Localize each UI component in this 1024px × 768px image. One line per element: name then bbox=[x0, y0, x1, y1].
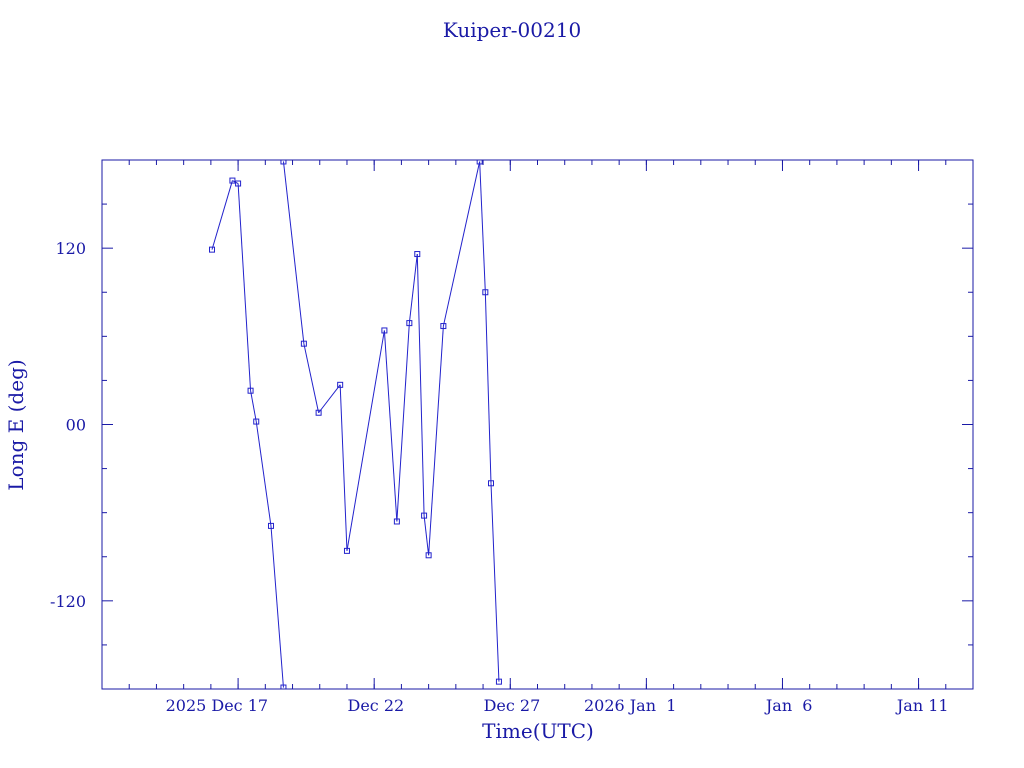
data-point bbox=[476, 160, 483, 165]
data-point bbox=[343, 547, 350, 554]
series-line-segment bbox=[339, 384, 348, 551]
x-axis-ticks: 2025 Dec 17 Dec 22 Dec 27 2026 Jan 1 Jan 6 Ja… bbox=[128, 160, 949, 715]
x-tick-label: Jan 6 bbox=[764, 696, 813, 715]
series-line-segment bbox=[282, 161, 305, 344]
series-line-segment bbox=[423, 515, 430, 556]
x-tick-label: 2026 Jan 1 bbox=[584, 696, 676, 715]
data-point bbox=[253, 418, 260, 425]
data-point bbox=[280, 160, 287, 165]
series-line-segment bbox=[490, 483, 500, 682]
data-point bbox=[495, 678, 502, 685]
plot-content bbox=[209, 160, 502, 689]
data-point bbox=[280, 684, 287, 689]
series-line-segment bbox=[303, 343, 320, 413]
data-point bbox=[300, 340, 307, 347]
y-tick-label: -120 bbox=[50, 592, 86, 611]
data-point bbox=[229, 177, 236, 184]
data-point bbox=[406, 320, 413, 327]
data-point bbox=[414, 251, 421, 258]
series-line-segment bbox=[237, 183, 252, 391]
data-point bbox=[440, 323, 447, 330]
series-line-segment bbox=[408, 253, 418, 324]
x-tick-label: 2025 Dec 17 bbox=[166, 696, 269, 715]
data-point bbox=[425, 552, 432, 559]
data-point bbox=[209, 246, 216, 253]
series-line-segment bbox=[383, 330, 398, 522]
y-axis-ticks: 120 00 -120 bbox=[50, 203, 973, 646]
y-tick-label: 00 bbox=[66, 416, 86, 435]
series-line-segment bbox=[211, 180, 233, 250]
data-point bbox=[315, 409, 322, 416]
data-point bbox=[393, 518, 400, 525]
x-tick-label: Dec 22 bbox=[347, 696, 404, 715]
series-line-segment bbox=[428, 326, 444, 556]
data-point bbox=[488, 480, 495, 487]
x-tick-label: Jan 11 bbox=[895, 696, 949, 715]
series-line-segment bbox=[479, 161, 486, 293]
chart-title: Kuiper-00210 bbox=[443, 18, 581, 42]
series-line-segment bbox=[250, 390, 257, 422]
series-line-segment bbox=[442, 161, 481, 327]
series-line-segment bbox=[318, 384, 341, 414]
data-point bbox=[337, 381, 344, 388]
data-point bbox=[421, 512, 428, 519]
x-tick-label: Dec 27 bbox=[484, 696, 541, 715]
data-point bbox=[247, 387, 254, 394]
series-line-segment bbox=[255, 421, 272, 526]
series-line-segment bbox=[270, 525, 284, 688]
data-point bbox=[267, 522, 274, 529]
data-point bbox=[381, 327, 388, 334]
series-line-segment bbox=[396, 323, 410, 522]
y-axis-label: Long E (deg) bbox=[4, 359, 28, 490]
series-line-segment bbox=[416, 254, 425, 516]
data-point bbox=[482, 289, 489, 296]
plot-frame bbox=[101, 159, 974, 690]
series-line-segment bbox=[484, 292, 492, 484]
y-tick-label: 120 bbox=[55, 239, 86, 258]
x-axis-label: Time(UTC) bbox=[482, 719, 594, 743]
data-point bbox=[235, 180, 242, 187]
series-line-segment bbox=[346, 330, 385, 551]
